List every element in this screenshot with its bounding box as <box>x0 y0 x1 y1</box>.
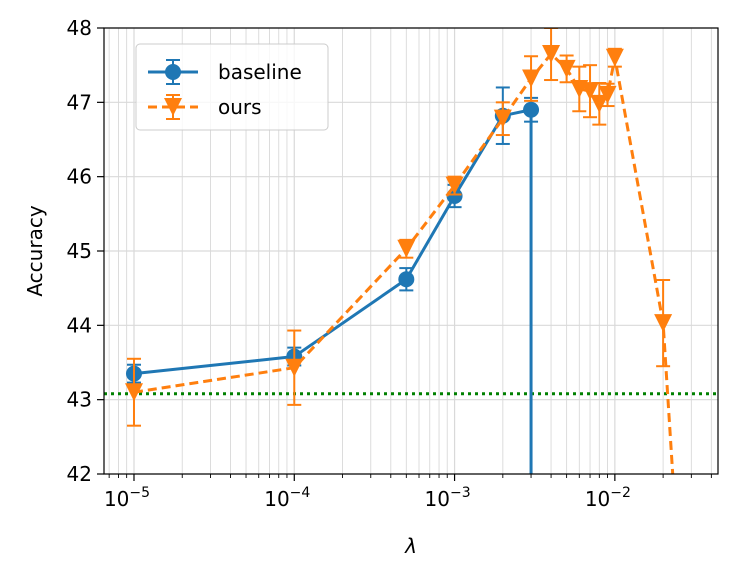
data-point-ours <box>445 176 464 195</box>
y-tick-label: 43 <box>67 388 92 412</box>
series-layer <box>124 28 675 474</box>
data-point-ours <box>397 239 416 258</box>
y-tick-label: 42 <box>67 462 92 486</box>
data-point-ours <box>124 383 143 402</box>
data-point-ours <box>557 59 576 78</box>
x-tick-exponent: −3 <box>450 485 471 501</box>
legend-marker <box>164 98 182 116</box>
data-point-ours <box>598 85 617 104</box>
y-tick-label: 46 <box>67 165 92 189</box>
data-point-ours <box>542 45 561 64</box>
data-point-baseline <box>523 101 540 118</box>
x-tick-label: 10−4 <box>264 485 310 511</box>
y-tick-label: 44 <box>67 313 92 337</box>
x-tick-exponent: −2 <box>610 485 631 501</box>
data-point-ours <box>493 109 512 128</box>
x-axis-label: λ <box>404 534 417 558</box>
data-point-ours <box>522 69 541 88</box>
data-point-baseline <box>398 271 415 288</box>
legend-label: ours <box>218 95 262 119</box>
data-point-ours <box>590 94 609 113</box>
data-point-ours <box>654 314 673 333</box>
y-tick-label: 45 <box>67 239 92 263</box>
y-tick-label: 48 <box>67 16 92 40</box>
x-tick-exponent: −5 <box>129 485 150 501</box>
y-tick-label: 47 <box>67 90 92 114</box>
data-point-ours <box>285 358 304 377</box>
series-ours <box>124 28 675 474</box>
data-point-ours <box>605 48 624 67</box>
legend-marker <box>165 64 181 80</box>
legend-entry-ours: ours <box>148 94 262 120</box>
x-tick-exponent: −4 <box>290 485 311 501</box>
legend: baseline ours <box>135 43 329 131</box>
y-axis-label: Accuracy <box>23 205 47 296</box>
data-point-ours <box>581 82 600 101</box>
legend-label: baseline <box>218 60 302 84</box>
legend-entry-baseline: baseline <box>148 59 302 85</box>
